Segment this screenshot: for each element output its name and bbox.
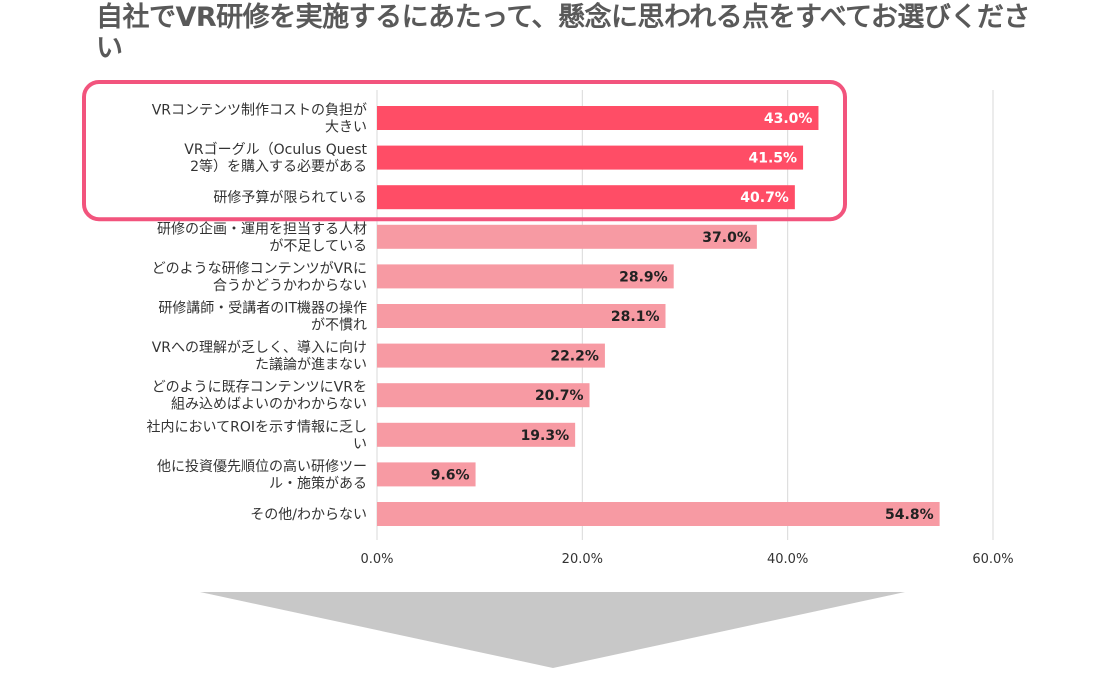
bar <box>377 145 804 170</box>
bar <box>377 185 795 210</box>
bars <box>377 106 940 526</box>
category-label: どのような研修コンテンツがVRに合うかどうかわからない <box>152 261 367 294</box>
chart-title: 自社でVR研修を実施するにあたって、懸念に思われる点をすべてお選びください <box>96 2 1030 64</box>
value-label: 28.1% <box>611 309 660 325</box>
x-axis-tick-labels: 0.0% 20.0% 40.0% 60.0% <box>360 552 1013 567</box>
value-label: 9.6% <box>431 467 470 483</box>
category-label-line: ル・施策がある <box>269 475 367 492</box>
category-label-line: 研修予算が限られている <box>213 190 367 206</box>
category-label-line: 2等）を購入する必要がある <box>190 158 367 175</box>
category-label-line: 他に投資優先順位の高い研修ツー <box>157 458 367 475</box>
bar <box>377 462 476 487</box>
value-label: 22.2% <box>550 349 599 365</box>
value-label: 19.3% <box>521 428 570 444</box>
x-tick-label: 20.0% <box>562 552 603 567</box>
category-label-line: 研修講師・受講者のIT機器の操作 <box>158 301 367 317</box>
highlight-box <box>82 80 847 222</box>
bar <box>377 422 576 447</box>
category-label-line: た議論が進まない <box>255 356 367 373</box>
value-label: 20.7% <box>535 388 584 404</box>
category-label: 研修の企画・運用を担当する人材が不足している <box>157 220 367 254</box>
bar <box>377 264 674 289</box>
category-label-line: VRへの理解が乏しく、導入に向け <box>152 340 367 356</box>
bar <box>377 304 666 328</box>
value-label: 43.0% <box>764 111 813 127</box>
value-label: 28.9% <box>619 269 668 285</box>
category-label: 他に投資優先順位の高い研修ツール・施策がある <box>157 458 367 492</box>
category-label: どのように既存コンテンツにVRを組み込めばよいのかわからない <box>152 380 367 413</box>
value-label: 54.8% <box>885 507 934 523</box>
value-labels: 43.0% 41.5% 40.7% 37.0% 28.9% 28.1% 22.2% 20.7%… <box>431 111 934 523</box>
x-tick-label: 40.0% <box>767 552 808 567</box>
bar <box>377 502 940 526</box>
bar <box>377 343 605 368</box>
category-label-line: 合うかどうかわからない <box>213 278 367 294</box>
category-label: 研修講師・受講者のIT機器の操作が不慣れ <box>158 301 367 334</box>
category-label-line: 大きい <box>325 120 367 136</box>
category-label: 研修予算が限られている <box>213 190 367 206</box>
category-label-line: が不慣れ <box>311 317 367 334</box>
category-label-line: どのような研修コンテンツがVRに <box>152 261 367 277</box>
category-label-line: VRコンテンツ制作コストの負担が <box>152 103 367 119</box>
x-tick-label: 60.0% <box>972 552 1013 567</box>
value-label: 41.5% <box>748 151 797 167</box>
category-label-line: 組み込めばよいのかわからない <box>171 397 367 413</box>
value-label: 40.7% <box>740 190 789 206</box>
category-label-line: が不足している <box>269 238 367 254</box>
category-label-line: その他/わからない <box>250 507 367 523</box>
category-label: 社内においてROIを示す情報に乏しい <box>147 419 367 452</box>
bar <box>377 224 757 249</box>
category-label: その他/わからない <box>250 507 367 523</box>
category-label-line: い <box>353 436 367 452</box>
bar <box>377 106 819 130</box>
x-tick-label: 0.0% <box>360 552 393 567</box>
highlight-frame <box>82 80 847 222</box>
category-label-line: 研修の企画・運用を担当する人材 <box>157 220 367 237</box>
bar <box>377 383 590 408</box>
category-label-line: どのように既存コンテンツにVRを <box>152 380 367 396</box>
value-label: 37.0% <box>702 230 751 246</box>
category-label-line: VRゴーグル（Oculus Quest <box>184 141 367 158</box>
category-label: VRゴーグル（Oculus Quest 2等）を購入する必要がある <box>184 141 367 175</box>
category-labels: VRコンテンツ制作コストの負担が大きい VRゴーグル（Oculus Quest 2等… <box>147 103 368 524</box>
category-label: VRコンテンツ制作コストの負担が大きい <box>152 103 367 136</box>
category-label: VRへの理解が乏しく、導入に向けた議論が進まない <box>152 340 367 373</box>
category-label-line: 社内においてROIを示す情報に乏し <box>147 419 367 435</box>
